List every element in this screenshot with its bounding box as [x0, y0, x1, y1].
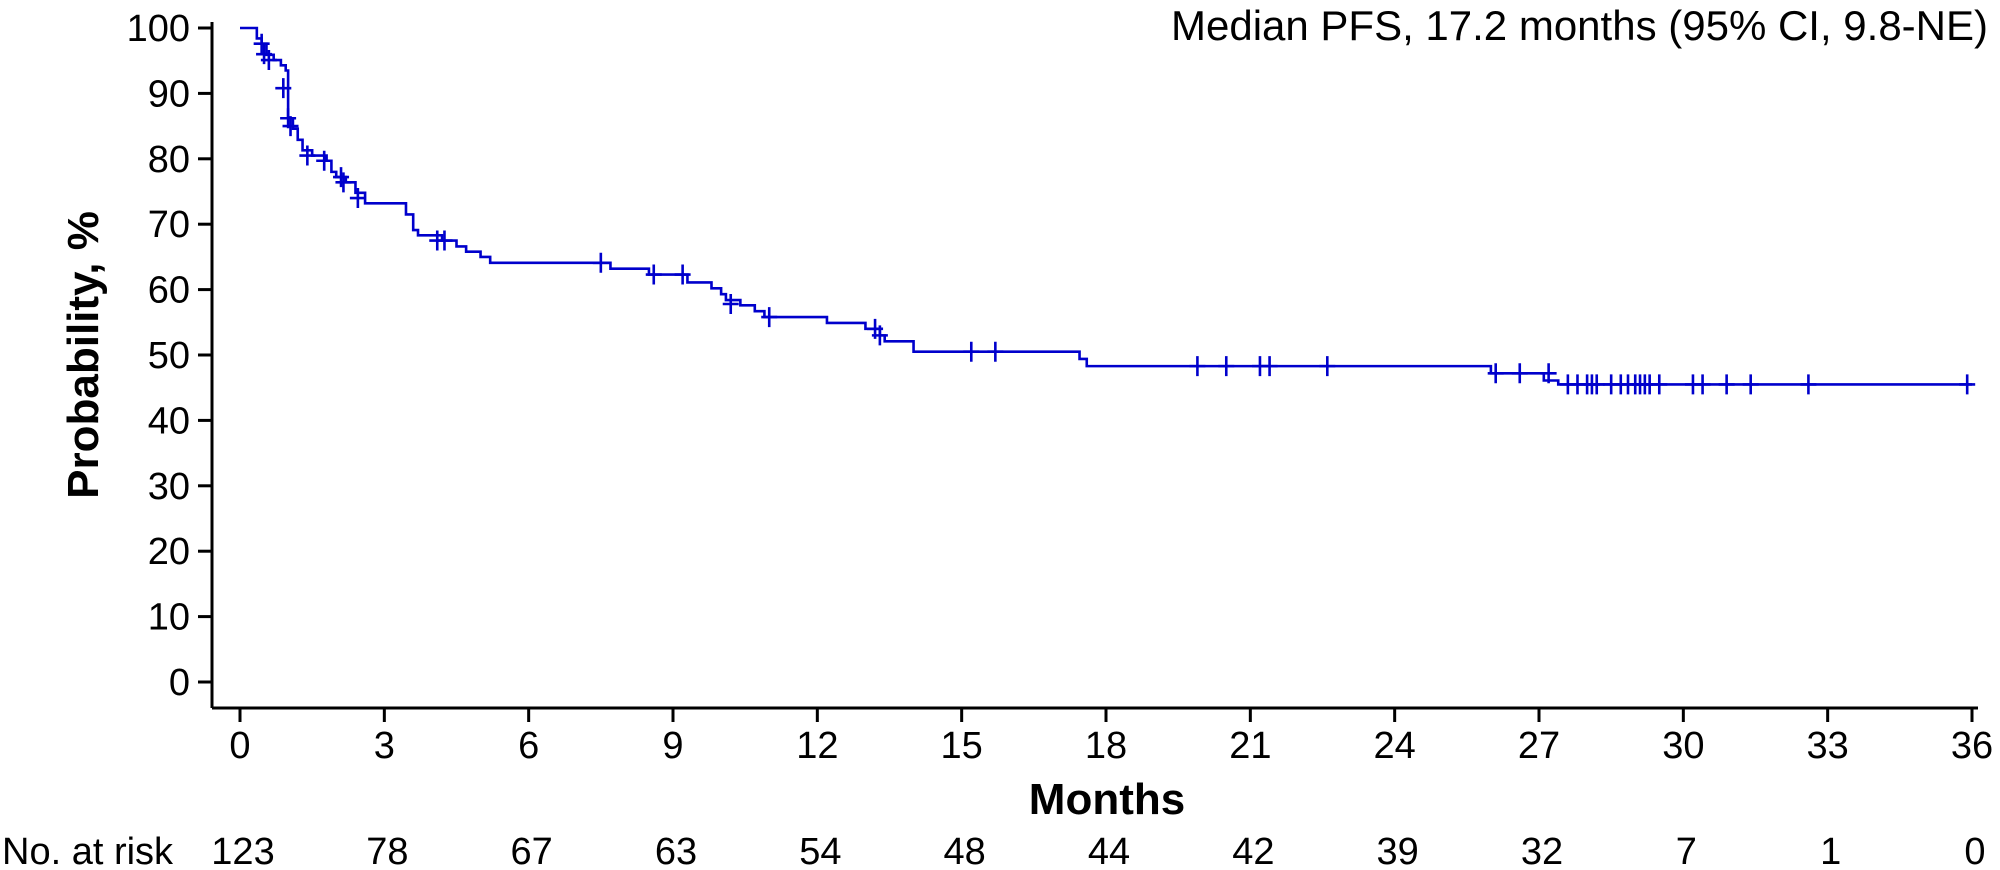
censor-mark	[1319, 356, 1336, 377]
censor-mark	[333, 167, 350, 188]
censor-mark	[1694, 374, 1711, 395]
survival-curve	[240, 26, 1972, 386]
censor-mark	[436, 230, 453, 251]
x-tick-label: 12	[796, 725, 838, 767]
censor-mark	[1189, 356, 1206, 377]
y-tick-label: 20	[148, 531, 190, 573]
at-risk-count: 78	[366, 831, 408, 870]
x-tick-label: 18	[1085, 725, 1127, 767]
censor-mark	[1540, 363, 1557, 384]
y-tick-label: 40	[148, 400, 190, 442]
x-tick-label: 30	[1662, 725, 1704, 767]
at-risk-count: 123	[211, 831, 274, 870]
y-tick-label: 0	[169, 662, 190, 704]
y-tick-label: 100	[127, 8, 190, 50]
at-risk-count: 63	[655, 831, 697, 870]
censor-mark	[316, 150, 333, 171]
y-tick-label: 60	[148, 270, 190, 312]
censor-mark	[963, 341, 980, 362]
y-tick-label: 80	[148, 139, 190, 181]
censor-mark	[260, 50, 277, 71]
censor-mark	[1651, 374, 1668, 395]
at-risk-count: 48	[944, 831, 986, 870]
censor-mark	[1959, 374, 1976, 395]
y-axis: 0 10 20 30 40 50 60 70 80 90 100	[127, 8, 214, 708]
median-pfs-annotation: Median PFS, 17.2 months (95% CI, 9.8-NE)	[1171, 2, 1988, 49]
censor-mark	[299, 145, 316, 166]
censor-mark	[987, 341, 1004, 362]
x-tick-label: 33	[1807, 725, 1849, 767]
x-tick-label: 21	[1229, 725, 1271, 767]
at-risk-count: 39	[1377, 831, 1419, 870]
at-risk-count: 42	[1232, 831, 1274, 870]
at-risk-count: 1	[1820, 831, 1841, 870]
censor-mark	[1588, 374, 1605, 395]
censor-mark	[761, 307, 778, 328]
y-tick-label: 90	[148, 73, 190, 115]
at-risk-count: 32	[1521, 831, 1563, 870]
censor-mark	[282, 116, 299, 137]
x-tick-label: 3	[374, 725, 395, 767]
censor-mark	[722, 293, 739, 314]
at-risk-count: 44	[1088, 831, 1130, 870]
at-risk-row: 123 78 67 63 54 48 44 42 39 32 7 1 0	[211, 831, 1985, 870]
censor-mark	[335, 172, 352, 193]
at-risk-count: 7	[1676, 831, 1697, 870]
y-tick-label: 50	[148, 335, 190, 377]
at-risk-count: 67	[511, 831, 553, 870]
x-axis-title: Months	[1029, 775, 1185, 824]
at-risk-count: 54	[799, 831, 841, 870]
x-tick-label: 9	[662, 725, 683, 767]
censor-mark	[871, 325, 888, 346]
x-tick-label: 6	[518, 725, 539, 767]
censor-mark	[645, 264, 662, 285]
x-tick-label: 36	[1951, 725, 1993, 767]
censor-mark	[674, 264, 691, 285]
censor-mark	[1511, 363, 1528, 384]
y-tick-label: 70	[148, 204, 190, 246]
y-axis-title: Probability, %	[59, 211, 108, 499]
censor-mark	[1742, 374, 1759, 395]
x-tick-label: 15	[941, 725, 983, 767]
censor-mark	[275, 78, 292, 99]
censor-mark	[1218, 356, 1235, 377]
y-tick-label: 30	[148, 466, 190, 508]
censor-mark	[1718, 374, 1735, 395]
at-risk-count: 0	[1964, 831, 1985, 870]
x-axis: 0 3 6 9 12 15 18 21 24 27 30 33 36	[212, 706, 1993, 767]
y-tick-label: 10	[148, 597, 190, 639]
censor-mark	[1800, 374, 1817, 395]
censor-marks	[253, 33, 1976, 395]
at-risk-label: No. at risk	[2, 831, 174, 870]
x-tick-label: 27	[1518, 725, 1560, 767]
censor-mark	[1487, 363, 1504, 384]
censor-mark	[1261, 356, 1278, 377]
x-tick-label: 0	[229, 725, 250, 767]
x-tick-label: 24	[1374, 725, 1416, 767]
censor-mark	[349, 188, 366, 209]
censor-mark	[253, 33, 270, 54]
censor-mark	[592, 252, 609, 273]
